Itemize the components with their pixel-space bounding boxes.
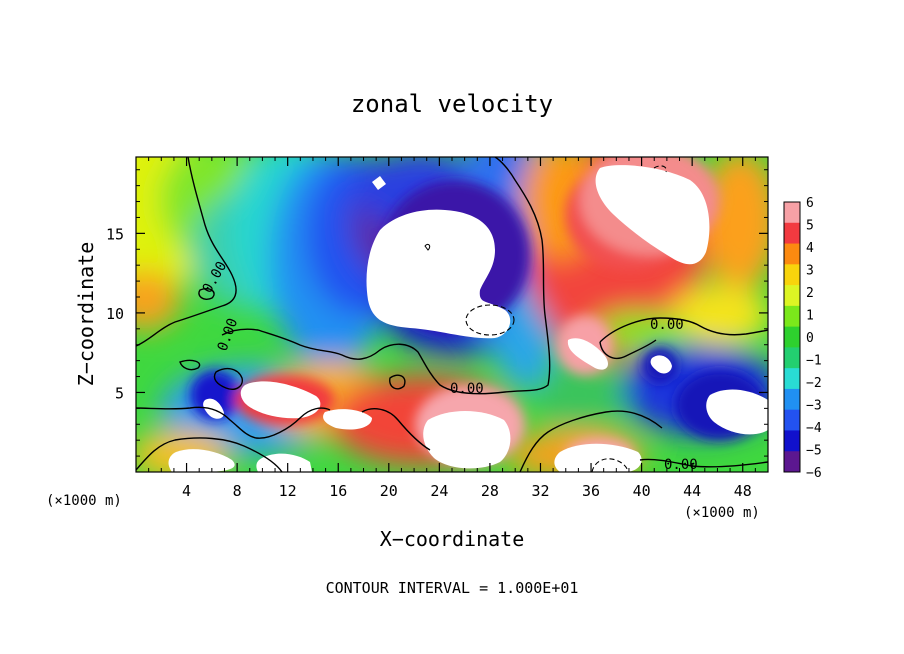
colorbar-label: 0 <box>806 331 814 346</box>
y-axis: 5 10 15 <box>106 169 768 457</box>
colorbar-label: 1 <box>806 309 814 324</box>
contour-labels: 0.00 0.00 0.00 0.00 0.00 <box>200 259 698 473</box>
colorbar-label: −5 <box>806 444 822 459</box>
colorbar-label: 4 <box>806 241 814 256</box>
colorbar-swatch <box>784 388 800 411</box>
y-axis-title: Z−coordinate <box>74 242 98 387</box>
colorbar-swatch <box>784 326 800 348</box>
x-tick-label: 4 <box>182 482 191 500</box>
y-tick-label: 5 <box>115 384 124 402</box>
x-axis-title: X−coordinate <box>380 527 525 551</box>
colorbar-swatch <box>784 368 800 390</box>
x-tick-label: 24 <box>430 482 448 500</box>
x-tick-label: 36 <box>582 482 600 500</box>
x-tick-label: 28 <box>481 482 499 500</box>
colorbar-label: −3 <box>806 399 822 414</box>
x-axis: 4 8 12 16 20 24 28 32 36 40 44 48 <box>148 157 756 500</box>
colorbar-label: −6 <box>806 466 822 481</box>
x-tick-label: 16 <box>329 482 347 500</box>
colorbar-frame <box>783 201 801 473</box>
colorbar-swatch <box>784 243 800 265</box>
chart-title: zonal velocity <box>351 90 553 118</box>
colorbar-label: −1 <box>806 354 822 369</box>
y-tick-label: 10 <box>106 305 124 323</box>
x-tick-label: 20 <box>380 482 398 500</box>
x-tick-label: 8 <box>233 482 242 500</box>
colorbar-swatch <box>784 202 800 224</box>
colorbar-swatch <box>784 430 800 452</box>
velocity-field <box>136 157 768 472</box>
contour-label: 0.00 <box>450 381 484 397</box>
colorbar-label: 3 <box>806 264 814 279</box>
x-tick-label: 12 <box>279 482 297 500</box>
colorbar-swatch <box>784 222 800 245</box>
colorbar-swatch <box>784 347 800 369</box>
colorbar-swatch <box>784 285 800 307</box>
colorbar-label: −2 <box>806 376 822 391</box>
colorbar-label: 6 <box>806 196 814 211</box>
x-tick-label: 40 <box>633 482 651 500</box>
colorbar-swatch <box>784 305 800 328</box>
colorbar: 6 5 4 3 2 1 0 −1 −2 −3 −4 −5 −6 <box>783 196 822 481</box>
colorbar-label: 2 <box>806 286 814 301</box>
contour-label: 0.00 <box>650 317 684 333</box>
x-unit-right: (×1000 m) <box>684 505 760 521</box>
x-unit-left: (×1000 m) <box>46 493 122 509</box>
colorbar-swatch <box>784 409 800 431</box>
x-tick-label: 44 <box>683 482 701 500</box>
x-tick-label: 32 <box>531 482 549 500</box>
colorbar-label: 5 <box>806 219 814 234</box>
contour-interval-note: CONTOUR INTERVAL = 1.000E+01 <box>326 579 579 597</box>
colorbar-swatch <box>784 451 800 473</box>
colorbar-swatch <box>784 264 800 286</box>
contour-label: 0.00 <box>664 457 698 473</box>
colorbar-label: −4 <box>806 421 822 436</box>
y-tick-label: 15 <box>106 225 124 243</box>
x-tick-label: 48 <box>734 482 752 500</box>
